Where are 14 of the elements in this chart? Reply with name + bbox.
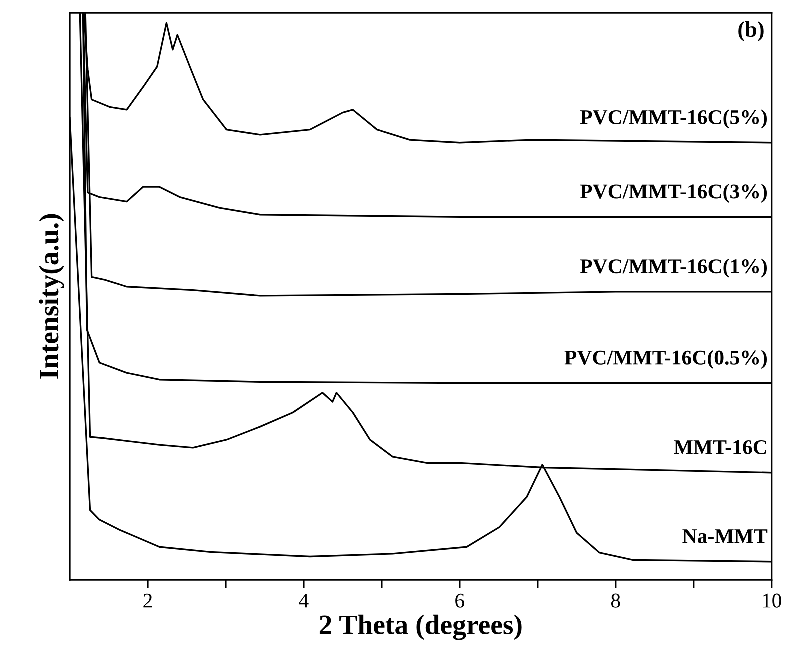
series-label: MMT-16C	[674, 440, 766, 454]
x-tick-label: 6	[456, 594, 464, 608]
x-tick-label: 2	[144, 594, 152, 608]
series-label: PVC/MMT-16C(5%)	[580, 110, 768, 129]
x-axis-title: 2 Theta (degrees)	[320, 614, 522, 640]
x-tick-label: 4	[299, 594, 309, 608]
y-axis-title: Intensity(a.u.)	[39, 214, 64, 379]
series-label: PVC/MMT-16C(3%)	[580, 184, 768, 203]
series-label: Na-MMT	[682, 530, 768, 544]
annotation: (b)	[738, 22, 764, 42]
series-label: PVC/MMT-16C(1%)	[580, 258, 768, 278]
x-tick-label: 10	[763, 594, 782, 608]
x-tick-label: 8	[611, 594, 620, 608]
series-label: PVC/MMT-16C(0.5%)	[564, 350, 768, 370]
